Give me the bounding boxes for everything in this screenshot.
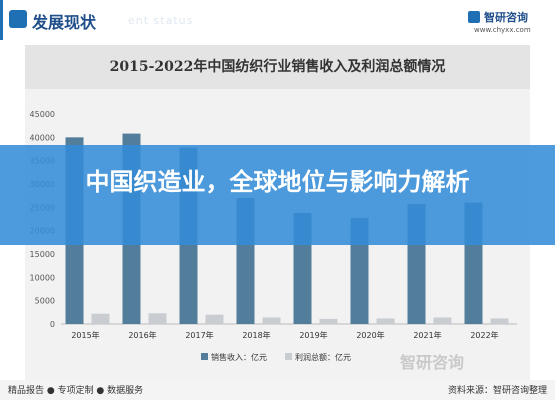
bar-profit: [319, 318, 338, 324]
footer-services: 精品报告 ● 专项定制 ● 数据服务: [8, 386, 144, 396]
header: 发展现状 ent status 智研咨询 www.chyxx.com: [0, 0, 555, 40]
bar-profit: [148, 313, 167, 324]
x-tick-label: 2018年: [242, 330, 270, 340]
chart-title-bar: 2015-2022年中国纺织行业销售收入及利润总额情况: [25, 45, 530, 89]
watermark-logo: 智研咨询: [400, 353, 465, 372]
x-tick-label: 2021年: [413, 330, 441, 340]
legend-label: 销售收入：亿元: [211, 352, 267, 362]
y-tick-label: 40000: [30, 133, 55, 142]
header-accent-bar: [0, 0, 3, 40]
y-tick-label: 15000: [30, 250, 55, 259]
footer: 精品报告 ● 专项定制 ● 数据服务 资料来源：智研咨询整理: [0, 380, 555, 400]
headline-banner: 中国织造业，全球地位与影响力解析: [0, 145, 555, 245]
y-tick-label: 10000: [30, 273, 55, 282]
legend-swatch: [285, 353, 292, 360]
y-tick-label: 0: [50, 320, 55, 329]
bar-profit: [376, 318, 395, 324]
brand-url: www.chyxx.com: [474, 26, 531, 34]
brand-logo-icon: [468, 11, 480, 23]
x-tick-label: 2015年: [71, 330, 99, 340]
bar-profit: [91, 313, 110, 324]
section-title: 发展现状: [32, 13, 97, 32]
bar-profit: [205, 314, 224, 324]
bar-profit: [262, 317, 281, 324]
x-tick-label: 2020年: [356, 330, 384, 340]
x-tick-label: 2022年: [470, 330, 498, 340]
legend-swatch: [201, 353, 208, 360]
x-tick-label: 2016年: [128, 330, 156, 340]
section-icon: [9, 10, 27, 28]
x-tick-label: 2017年: [185, 330, 213, 340]
section-subtitle-ghost: ent status: [128, 14, 194, 27]
brand-name: 智研咨询: [484, 11, 528, 24]
footer-source: 资料来源：智研咨询整理: [447, 386, 547, 396]
x-tick-label: 2019年: [299, 330, 327, 340]
y-tick-label: 45000: [30, 110, 55, 119]
y-tick-label: 5000: [35, 297, 55, 306]
headline-text: 中国织造业，全球地位与影响力解析: [85, 168, 470, 196]
bar-profit: [490, 318, 509, 324]
chart-title: 2015-2022年中国纺织行业销售收入及利润总额情况: [109, 59, 446, 75]
legend-label: 利润总额：亿元: [295, 352, 351, 362]
bar-profit: [433, 317, 452, 324]
